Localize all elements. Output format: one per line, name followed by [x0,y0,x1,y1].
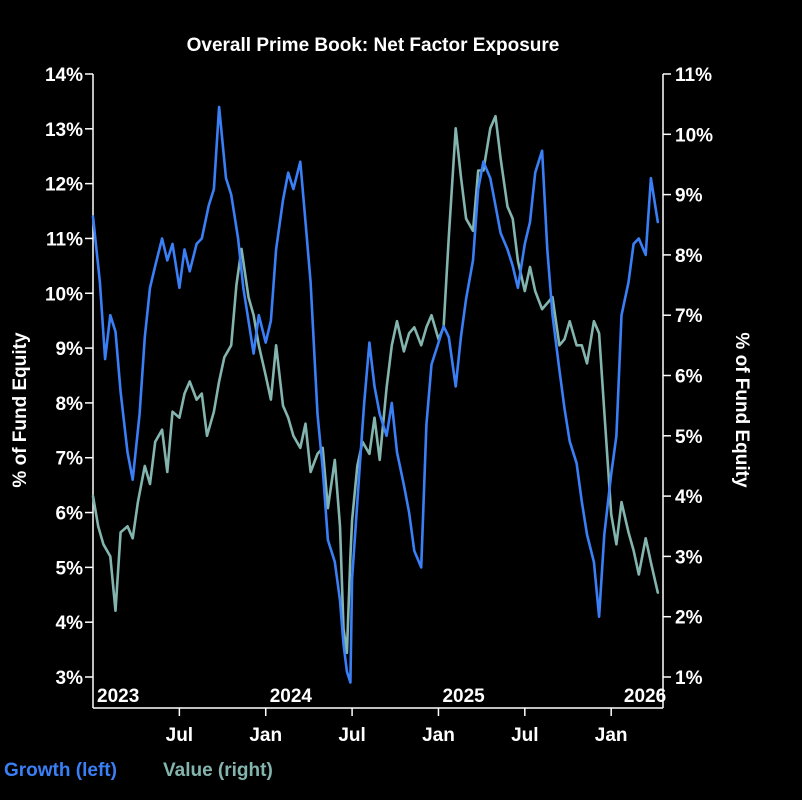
x-tick-label: Jan [422,725,455,746]
year-label: 2025 [442,686,485,707]
legend: Growth (left) Value (right) [4,760,273,781]
left-tick-label: 12% [45,175,83,196]
right-axis-ticks: 1% 2% 3% 4% 5% 6% 7% 8% 9% 10% 11% [663,65,713,689]
x-axis-ticks: Jul Jan Jul Jan Jul Jan [166,708,628,746]
chart-title: Overall Prime Book: Net Factor Exposure [187,35,560,56]
x-tick-label: Jul [511,725,538,746]
right-tick-label: 7% [675,306,703,327]
right-tick-label: 8% [675,246,703,267]
legend-value: Value (right) [163,760,273,781]
x-tick-label: Jan [595,725,628,746]
left-tick-label: 6% [56,504,84,525]
left-tick-label: 5% [56,558,84,579]
left-tick-label: 3% [56,668,84,689]
x-tick-label: Jul [166,725,193,746]
series-layer [91,105,660,684]
left-tick-label: 13% [45,120,83,141]
left-tick-label: 8% [56,394,84,415]
right-tick-label: 5% [675,427,703,448]
left-tick-label: 10% [45,284,83,305]
left-axis-ticks: 3% 4% 5% 6% 7% 8% 9% 10% 11% 12% 13% 14% [45,65,93,689]
right-tick-label: 6% [675,367,703,388]
left-tick-label: 7% [56,449,84,470]
year-label: 2024 [270,686,313,707]
left-tick-label: 4% [56,613,84,634]
x-tick-label: Jan [249,725,282,746]
year-label: 2026 [624,686,666,707]
right-tick-label: 11% [675,65,712,86]
legend-growth: Growth (left) [4,760,117,781]
right-tick-label: 1% [675,668,703,689]
right-tick-label: 10% [675,125,713,146]
year-labels: 2023 2024 2025 2026 [97,686,666,707]
year-label: 2023 [97,686,139,707]
value-series-line [91,114,660,655]
growth-series-line [91,105,660,684]
right-tick-label: 2% [675,608,703,629]
left-tick-label: 11% [46,229,83,250]
left-axis-label: % of Fund Equity [10,332,31,488]
left-tick-label: 14% [45,65,83,86]
right-axis-label: % of Fund Equity [731,332,752,488]
plot-axes [92,74,664,709]
right-tick-label: 3% [675,547,703,568]
x-tick-label: Jul [338,725,365,746]
right-tick-label: 4% [675,487,703,508]
right-tick-label: 9% [675,186,703,207]
left-tick-label: 9% [56,339,84,360]
